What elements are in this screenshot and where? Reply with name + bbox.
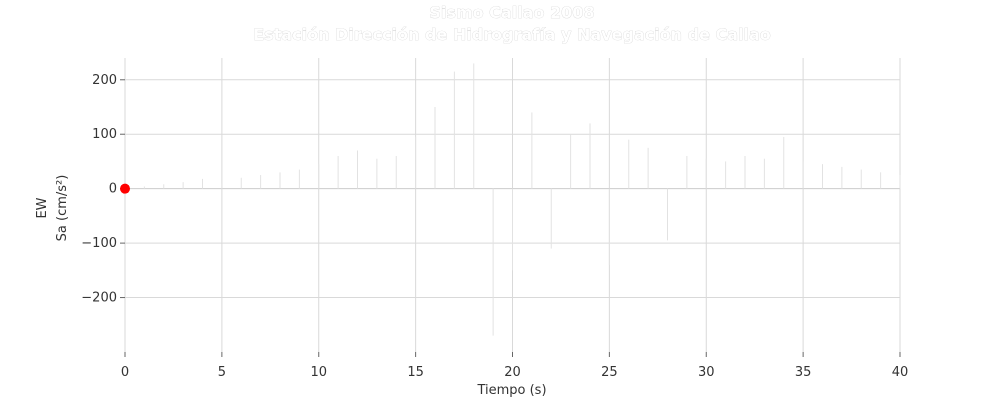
y-tick-label: 100 — [92, 127, 117, 142]
y-tick-label: −100 — [81, 236, 117, 251]
current-point-marker — [120, 183, 130, 194]
x-tick-label: 35 — [795, 365, 812, 380]
y-axis-label-top: EW — [35, 197, 50, 218]
x-tick-label: 40 — [892, 365, 909, 380]
y-tick-label: 200 — [92, 73, 117, 88]
y-tick-label: −200 — [81, 291, 117, 306]
x-tick-label: 30 — [698, 365, 715, 380]
x-tick-label: 15 — [407, 365, 424, 380]
x-axis-label: Tiempo (s) — [476, 383, 546, 398]
y-axis-label-bottom: Sa (cm/s²) — [55, 175, 70, 242]
y-tick-label: 0 — [109, 182, 117, 197]
x-tick-label: 5 — [218, 365, 226, 380]
x-tick-label: 25 — [601, 365, 618, 380]
chart-subtitle: Estación Dirección de Hidrografía y Nave… — [253, 25, 771, 44]
x-tick-label: 10 — [310, 365, 327, 380]
x-tick-label: 0 — [121, 365, 129, 380]
grid — [124, 58, 901, 352]
axes: 0 5 10 15 20 25 30 35 40 −200 −100 0 100 200 — [81, 73, 908, 380]
chart-title: Sismo Callao 2008 — [429, 3, 594, 22]
x-tick-label: 20 — [504, 365, 521, 380]
signal-trace — [143, 63, 901, 336]
